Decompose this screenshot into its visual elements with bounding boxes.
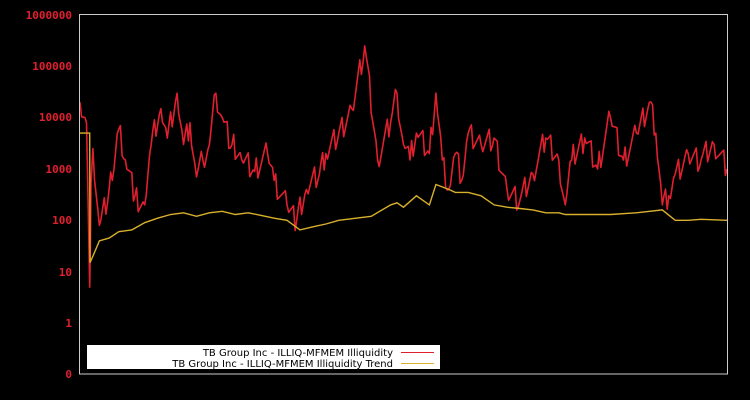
y-axis-ticks: 1000000 100000 10000 1000 100 10 1 0 (26, 9, 73, 381)
y-tick-label: 1000000 (26, 9, 72, 22)
illiquidity-line (79, 45, 728, 288)
plot-frame (79, 14, 728, 375)
legend-label-trend: TB Group Inc - ILLIQ-MFMEM Illiquidity T… (171, 359, 393, 370)
y-tick-label: 10000 (39, 111, 72, 124)
legend-label-illiquidity: TB Group Inc - ILLIQ-MFMEM Illiquidity (202, 348, 393, 359)
y-tick-label: 0 (65, 368, 72, 381)
y-tick-label: 10 (59, 266, 72, 279)
y-tick-label: 100000 (32, 60, 72, 73)
y-tick-label: 1 (65, 317, 72, 330)
illiquidity-trend-line (80, 132, 728, 263)
y-tick-label: 1000 (46, 163, 73, 176)
plot-area (79, 45, 728, 288)
legend-box (87, 345, 440, 369)
y-tick-label: 100 (52, 214, 72, 227)
legend: TB Group Inc - ILLIQ-MFMEM Illiquidity T… (87, 345, 440, 370)
